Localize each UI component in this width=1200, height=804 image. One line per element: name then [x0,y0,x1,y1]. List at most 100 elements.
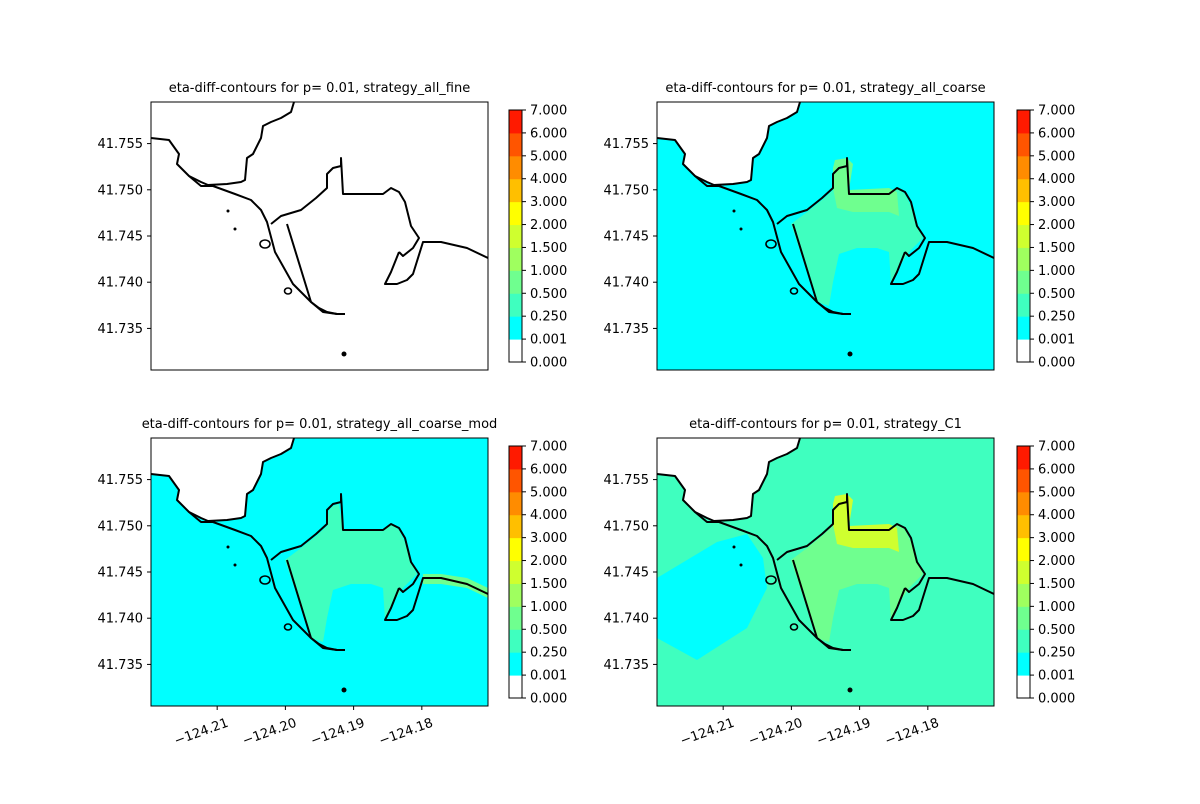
colorbar-tick-label: 7.000 [1038,440,1075,455]
coastline-bay [776,493,926,593]
colorbar-swatch [1017,468,1030,493]
colorbar-swatch [1017,446,1030,470]
coastline-jetty [694,511,851,651]
colorbar: 0.000 0.001 0.250 0.500 1.000 1.500 2.000 3.000… [1016,440,1075,707]
coastline-bay [270,157,420,257]
region-harbor-north [833,494,899,552]
rock [226,545,230,549]
colorbar-tick-label: 0.250 [1038,310,1075,325]
xtick-label: −124.21 [172,716,230,749]
colorbar-swatch [509,339,522,363]
colorbar-tick-label: 1.000 [530,600,567,615]
island [765,239,777,249]
colorbar-swatch [509,132,522,157]
colorbar-swatch [509,110,522,134]
colorbar-tick-label: 3.000 [1038,531,1075,546]
colorbar-swatch [509,606,522,630]
panel-title: eta-diff-contours for p= 0.01, strategy_… [169,81,470,96]
colorbar-tick-label: 3.000 [530,531,567,546]
colorbar-swatch [1017,675,1030,699]
colorbar-frame [1016,445,1031,699]
colorbar-tick-label: 0.250 [1038,646,1075,661]
rock [732,209,736,213]
colorbar-tick-label: 4.000 [1038,172,1075,187]
ytick-label: 41.740 [604,276,650,291]
rock [847,351,853,357]
panel-title: eta-diff-contours for p= 0.01, strategy_… [689,417,962,432]
panel-title: eta-diff-contours for p= 0.01, strategy_… [665,81,985,96]
colorbar-swatch [1017,583,1030,607]
rock [233,563,237,567]
colorbar-tick-label: 6.000 [1038,462,1075,477]
colorbar-tick-label: 4.000 [530,172,567,187]
colorbar-tick-label: 0.001 [530,333,567,348]
xtick-label: −124.20 [241,716,299,749]
panel-3: eta-diff-contours for p= 0.01, strategy_… [98,417,568,749]
coastline-spit [792,223,844,315]
colorbar-swatch [1017,629,1030,653]
ytick-label: 41.745 [604,230,650,245]
colorbar-tick-label: 1.500 [530,577,567,592]
colorbar-tick-label: 0.500 [1038,623,1075,638]
colorbar-swatch [1017,652,1030,676]
coastline-spit [286,559,338,651]
rock [226,209,230,213]
coastline-bay [270,493,420,593]
colorbar-frame [508,109,523,363]
colorbar-tick-label: 2.000 [530,554,567,569]
coastline-bay [776,157,926,257]
colorbar-swatch [1017,132,1030,157]
ytick-label: 41.735 [98,658,144,673]
region-bay [285,504,417,642]
coastline-jetty [188,175,345,315]
ytick-label: 41.735 [98,322,144,337]
ytick-label: 41.755 [604,473,650,488]
colorbar-tick-label: 0.001 [530,669,567,684]
colorbar-swatch [509,270,522,294]
colorbar-tick-label: 0.000 [1038,356,1075,371]
colorbar-swatch [1017,224,1030,248]
colorbar-swatch [509,491,522,516]
ytick-label: 41.745 [98,566,144,581]
colorbar-swatch [1017,537,1030,562]
xtick-label: −124.18 [883,716,941,749]
ytick-label: 41.740 [98,612,144,627]
ytick-label: 41.745 [98,230,144,245]
colorbar-tick-label: 4.000 [530,508,567,523]
colorbar-swatch [1017,339,1030,363]
colorbar-tick-label: 0.000 [530,356,567,371]
rock [233,227,237,231]
coastline-east [384,577,489,621]
colorbar-tick-label: 2.000 [530,218,567,233]
ytick-label: 41.740 [98,276,144,291]
coastline-north [656,101,801,186]
island [765,575,777,585]
colorbar-tick-label: 5.000 [1038,149,1075,164]
rock [739,563,743,567]
colorbar-tick-label: 4.000 [1038,508,1075,523]
colorbar-swatch [509,201,522,226]
coastline-spit [286,223,338,315]
ytick-label: 41.735 [604,658,650,673]
xtick-label: −124.19 [815,716,873,749]
colorbar-swatch [1017,247,1030,271]
colorbar-swatch [509,316,522,340]
colorbar-swatch [509,629,522,653]
island [283,623,293,631]
colorbar-tick-label: 7.000 [530,440,567,455]
colorbar-tick-label: 1.000 [1038,600,1075,615]
ytick-label: 41.740 [604,612,650,627]
ytick-label: 41.745 [604,566,650,581]
rock [341,687,347,693]
ytick-label: 41.750 [604,183,650,198]
colorbar-tick-label: 6.000 [530,126,567,141]
coastline-north [150,101,295,186]
colorbar-tick-label: 0.000 [1038,692,1075,707]
colorbar-tick-label: 0.250 [530,310,567,325]
island [259,575,271,585]
colorbar-swatch [509,446,522,470]
land-area [657,438,800,521]
island [789,623,799,631]
rock [847,687,853,693]
colorbar-tick-label: 3.000 [1038,195,1075,210]
